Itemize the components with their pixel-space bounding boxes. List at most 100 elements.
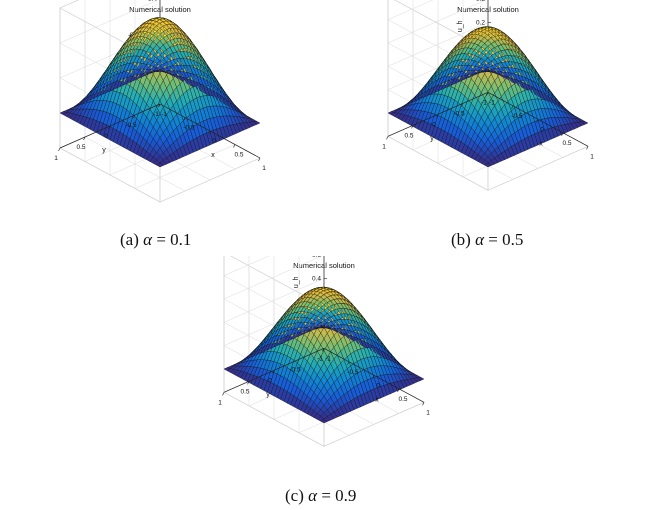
caption-b-prefix: (b)	[451, 230, 476, 249]
x-tick-label: -0.5	[183, 125, 195, 132]
surface-cell	[580, 121, 589, 125]
x-tick-mark	[258, 157, 261, 162]
x-axis-label: x	[211, 152, 215, 159]
caption-c: (c) α = 0.9	[285, 486, 356, 506]
y-tick-mark	[322, 348, 325, 352]
y-tick-label: 0.5	[240, 388, 249, 395]
surface-cell	[252, 121, 261, 125]
x-tick-label: 0.5	[562, 140, 571, 147]
caption-c-prefix: (c)	[285, 486, 309, 505]
y-tick-mark	[436, 114, 439, 118]
caption-a: (a) α = 0.1	[120, 230, 191, 250]
y-axis-label: y	[266, 391, 270, 398]
x-tick-label: -0.5	[347, 369, 359, 376]
x-axis-line	[323, 348, 425, 403]
caption-b: (b) α = 0.5	[451, 230, 523, 250]
subplot-a: Numerical solution-0.200.20.40.6u_h-1-0.…	[0, 0, 320, 227]
x-tick-mark	[372, 375, 375, 379]
x-tick-mark	[233, 144, 236, 148]
y-tick-label: -1	[317, 355, 323, 362]
grid-line-z	[394, 0, 489, 51]
x-tick-mark	[422, 402, 425, 406]
y-tick-label: 1	[382, 143, 386, 150]
z-tick-label: 0.4	[148, 0, 157, 3]
y-tick-mark	[247, 381, 250, 385]
x-tick-mark	[208, 130, 211, 135]
x-tick-mark	[511, 105, 514, 109]
grid-line-y-floor	[84, 136, 186, 192]
surface-plot-a: Numerical solution-0.200.20.40.6u_h-1-0.…	[54, 0, 266, 203]
x-tick-mark	[536, 119, 539, 123]
caption-c-symbol: α	[308, 486, 318, 505]
y-tick-mark	[83, 136, 86, 141]
z-tick-label: 0.6	[312, 256, 321, 259]
z-axis-label: u_h	[457, 20, 464, 32]
surface-plot-b: Numerical solution-0.100.10.20.30.40.5u_…	[382, 0, 594, 191]
surface-group-a: Numerical solution-0.200.20.40.6u_h-1-0.…	[54, 0, 266, 203]
x-tick-mark	[183, 117, 186, 121]
y-tick-label: -1	[481, 99, 487, 106]
y-tick-mark	[411, 125, 414, 129]
y-tick-label: 0.5	[76, 144, 85, 151]
grid-line-x-floor	[323, 402, 425, 447]
y-tick-mark	[297, 359, 300, 363]
x-tick-label: 0	[376, 382, 380, 389]
x-tick-mark	[561, 132, 564, 136]
y-tick-label: 0.5	[404, 132, 413, 139]
x-tick-label: 0.5	[234, 152, 243, 159]
caption-b-symbol: α	[475, 230, 485, 249]
x-tick-label: 1	[426, 409, 430, 416]
grid-line-x-floor	[159, 157, 261, 203]
y-tick-label: 0	[432, 121, 436, 128]
x-tick-label: -1	[161, 111, 167, 118]
caption-a-symbol: α	[143, 230, 153, 249]
caption-a-suffix: = 0.1	[152, 230, 192, 249]
y-tick-mark	[108, 125, 111, 130]
x-tick-label: 0.5	[398, 396, 407, 403]
z-tick-label: 0.2	[476, 20, 485, 27]
x-tick-mark	[347, 361, 350, 365]
caption-c-suffix: = 0.9	[317, 486, 357, 505]
x-tick-label: -1	[325, 355, 331, 362]
surface-group-c: Numerical solution-0.200.20.40.60.81u_h-…	[218, 206, 430, 447]
y-tick-label: 1	[218, 399, 222, 406]
y-tick-mark	[133, 114, 136, 119]
y-tick-mark	[272, 370, 275, 374]
surface-mesh	[59, 17, 261, 168]
x-tick-label: 1	[590, 153, 594, 160]
x-axis-label: x	[375, 396, 379, 403]
caption-b-suffix: = 0.5	[484, 230, 524, 249]
caption-a-prefix: (a)	[120, 230, 144, 249]
surface-cell	[416, 377, 425, 381]
subplot-c: Numerical solution-0.200.20.40.60.81u_h-…	[164, 206, 484, 483]
y-tick-label: 0	[268, 377, 272, 384]
x-tick-label: 1	[262, 165, 266, 172]
x-tick-mark	[397, 388, 400, 392]
y-tick-label: -0.5	[125, 122, 137, 129]
surface-group-b: Numerical solution-0.100.10.20.30.40.5u_…	[382, 0, 594, 191]
y-tick-mark	[158, 103, 161, 108]
grid-line-x-floor	[134, 144, 236, 189]
y-tick-mark	[486, 92, 489, 96]
y-tick-mark	[386, 136, 389, 140]
surface-plot-c: Numerical solution-0.200.20.40.60.81u_h-…	[218, 206, 430, 447]
y-axis-line	[387, 92, 489, 137]
surface-mesh	[223, 286, 425, 424]
x-axis-label: x	[539, 140, 543, 147]
y-axis-label: y	[102, 147, 106, 154]
y-tick-label: 1	[54, 155, 58, 162]
grid-line-y-floor	[223, 392, 325, 447]
z-tick-label: 0.4	[312, 276, 321, 283]
z-tick-label: 0.3	[476, 0, 485, 3]
y-tick-label: -0.5	[289, 366, 301, 373]
y-axis-line	[223, 348, 325, 393]
y-tick-mark	[222, 392, 225, 396]
x-tick-label: 0	[212, 138, 216, 145]
y-tick-mark	[461, 103, 464, 107]
y-axis-label: y	[430, 135, 434, 142]
subplot-b: Numerical solution-0.100.10.20.30.40.5u_…	[328, 0, 648, 227]
grid-line-x-floor	[487, 146, 589, 191]
x-tick-label: -1	[489, 99, 495, 106]
grid-line-y-floor	[59, 147, 161, 203]
y-tick-mark	[58, 147, 61, 152]
